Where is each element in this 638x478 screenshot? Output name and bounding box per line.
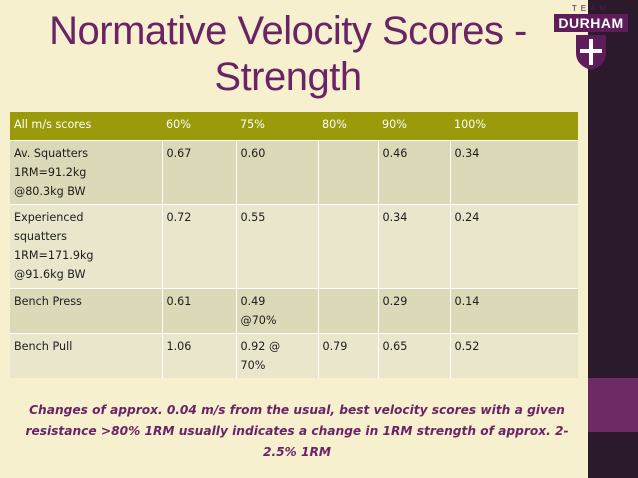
- table-cell: 0.79: [317, 333, 378, 378]
- header-cell: 100%: [450, 112, 578, 141]
- table-cell: 0.67: [161, 140, 236, 205]
- table-cell: 0.65: [377, 333, 450, 378]
- header-cell: 75%: [236, 112, 318, 141]
- team-durham-logo: TEAM DURHAM: [554, 2, 628, 78]
- row-label-cell: Bench Pull: [10, 333, 162, 378]
- table-cell: 0.61: [161, 288, 236, 334]
- table-row: Av. Squatters 1RM=91.2kg @80.3kg BW 0.67 0…: [10, 140, 578, 205]
- table-cell: 0.34: [377, 204, 450, 289]
- table-cell: [317, 140, 378, 205]
- table-cell: 0.24: [449, 204, 578, 289]
- table-cell: [317, 288, 378, 334]
- table-cell: [317, 204, 378, 289]
- table-header-row: All m/s scores 60% 75% 80% 90% 100%: [10, 112, 578, 141]
- footnote-text: Changes of approx. 0.04 m/s from the usu…: [25, 403, 569, 459]
- table-cell: 0.52: [449, 333, 578, 378]
- table-row: Bench Pull 1.06 0.92 @70% 0.79 0.65 0.52: [10, 333, 578, 378]
- table-cell: 0.46: [377, 140, 450, 205]
- table-cell: 0.34: [449, 140, 578, 205]
- velocity-scores-table: All m/s scores 60% 75% 80% 90% 100% Av. …: [10, 112, 578, 378]
- logo-name-text: DURHAM: [554, 14, 628, 32]
- sidebar-accent-block: [588, 378, 638, 432]
- table-cell: 0.55: [235, 204, 318, 289]
- row-label-cell: Experienced squatters 1RM=171.9kg @91.6kg B…: [10, 204, 162, 289]
- table-row: Bench Press 0.61 0.49 @70% 0.29 0.14: [10, 288, 578, 334]
- table-cell: 0.49 @70%: [235, 288, 318, 334]
- table-row: Experienced squatters 1RM=171.9kg @91.6kg B…: [10, 204, 578, 289]
- table-cell: 1.06: [161, 333, 236, 378]
- table-cell: 0.92 @70%: [235, 333, 318, 378]
- header-cell: All m/s scores: [10, 112, 162, 141]
- header-cell: 80%: [318, 112, 378, 141]
- header-cell: 60%: [162, 112, 236, 141]
- logo-team-text: TEAM: [571, 4, 611, 13]
- table-cell: 0.14: [449, 288, 578, 334]
- crest-icon: [576, 35, 606, 70]
- row-label-cell: Bench Press: [10, 288, 162, 334]
- row-label-cell: Av. Squatters 1RM=91.2kg @80.3kg BW: [10, 140, 162, 205]
- table-cell: 0.60: [235, 140, 318, 205]
- header-cell: 90%: [378, 112, 450, 141]
- slide-title: Normative Velocity Scores - Strength: [49, 9, 527, 99]
- table-cell: 0.72: [161, 204, 236, 289]
- table-cell: 0.29: [377, 288, 450, 334]
